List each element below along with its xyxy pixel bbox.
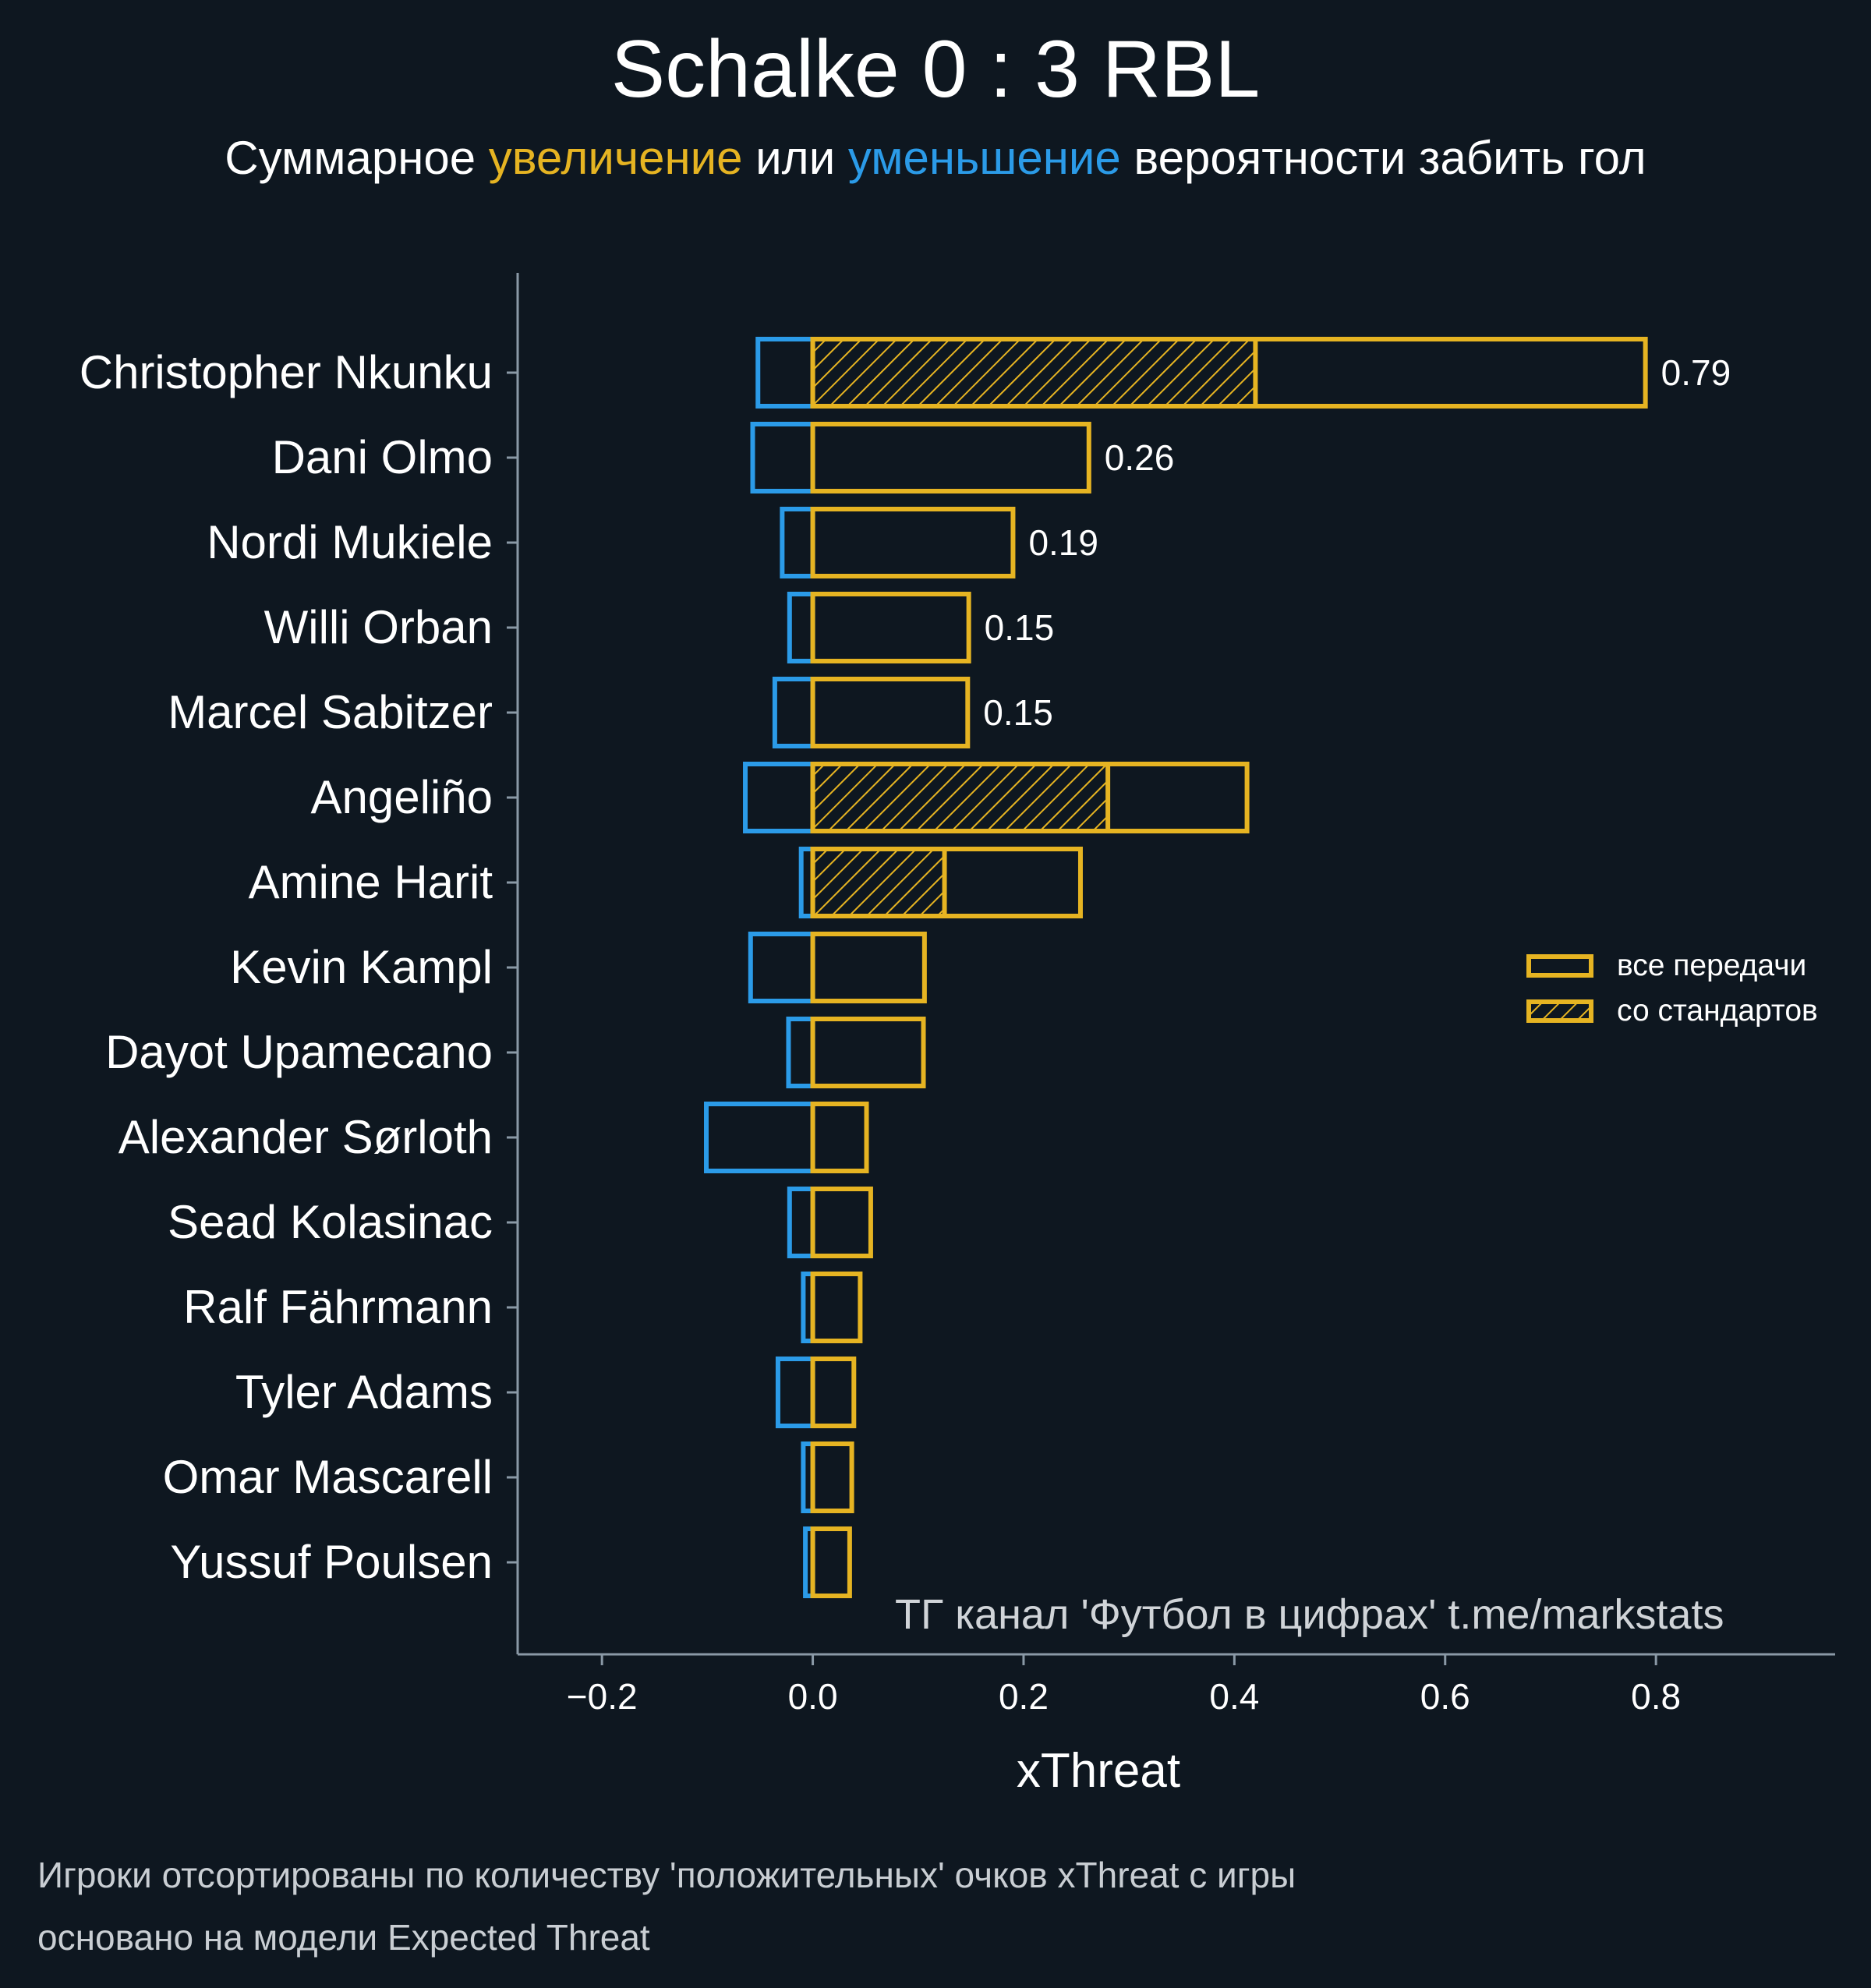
bar-all-passes bbox=[810, 932, 927, 1003]
y-tick-label: Alexander Sørloth bbox=[118, 1111, 493, 1163]
bar-all-passes bbox=[810, 507, 1016, 578]
bar-all-passes bbox=[810, 1102, 869, 1173]
chart-subtitle: Суммарное увеличение или уменьшение веро… bbox=[0, 131, 1871, 185]
y-tick-label: Yussuf Poulsen bbox=[170, 1536, 493, 1588]
bar-all-passes bbox=[810, 1441, 854, 1513]
y-tick-label: Marcel Sabitzer bbox=[168, 686, 493, 738]
subtitle-increase: увеличение bbox=[488, 132, 743, 184]
x-tick-label: 0.2 bbox=[999, 1676, 1049, 1717]
data-label: 0.26 bbox=[1105, 437, 1175, 478]
y-tick-label: Tyler Adams bbox=[235, 1366, 493, 1418]
bar-all-passes bbox=[810, 847, 1083, 918]
bar-negative bbox=[772, 677, 815, 748]
legend-label-all-passes: все передачи bbox=[1617, 949, 1807, 982]
y-tick-label: Sead Kolasinac bbox=[168, 1196, 493, 1248]
legend-entry-set-pieces: со стандартов bbox=[1526, 989, 1818, 1034]
footnote-model: основано на модели Expected Threat bbox=[37, 1917, 650, 1958]
watermark: ТГ канал 'Футбол в цифрах' t.me/markstat… bbox=[895, 1591, 1724, 1638]
bar-all-passes bbox=[810, 422, 1091, 493]
y-tick-label: Willi Orban bbox=[264, 601, 493, 653]
y-tick-label: Dayot Upamecano bbox=[105, 1026, 493, 1078]
bar-negative bbox=[750, 422, 815, 493]
bar-all-passes bbox=[810, 1187, 873, 1258]
bar-all-passes bbox=[810, 1017, 926, 1088]
bar-negative bbox=[743, 762, 815, 833]
y-tick-label: Ralf Fährmann bbox=[183, 1281, 493, 1333]
legend-label-set-pieces: со стандартов bbox=[1617, 994, 1818, 1028]
x-tick-label: 0.4 bbox=[1209, 1676, 1259, 1717]
bar-all-passes bbox=[810, 1272, 863, 1343]
bar-negative bbox=[787, 1187, 815, 1258]
subtitle-decrease: уменьшение bbox=[847, 132, 1121, 184]
bar-negative bbox=[780, 507, 815, 578]
y-tick-label: Christopher Nkunku bbox=[80, 346, 493, 398]
x-tick-label: 0.0 bbox=[788, 1676, 838, 1717]
data-label: 0.15 bbox=[983, 692, 1053, 733]
y-tick-label: Kevin Kampl bbox=[230, 941, 493, 993]
legend-swatch-all-passes bbox=[1526, 954, 1593, 978]
bar-negative bbox=[775, 1357, 815, 1428]
chart-title: Schalke 0 : 3 RBL bbox=[610, 24, 1261, 115]
footnote-sorting: Игроки отсортированы по количеству 'поло… bbox=[37, 1855, 1296, 1895]
bar-negative bbox=[786, 1017, 815, 1088]
subtitle-part2: или bbox=[742, 132, 848, 184]
legend-swatch-set-pieces bbox=[1526, 999, 1593, 1023]
y-tick-label: Nordi Mukiele bbox=[207, 516, 493, 568]
legend: все передачи со стандартов bbox=[1526, 943, 1818, 1034]
subtitle-part3: вероятности забить гол bbox=[1120, 132, 1646, 184]
bar-set-pieces bbox=[810, 762, 1111, 833]
data-label: 0.19 bbox=[1028, 522, 1098, 563]
bar-all-passes bbox=[810, 337, 1648, 409]
bar-negative bbox=[755, 337, 815, 409]
bar-all-passes bbox=[810, 1357, 857, 1428]
data-label: 0.79 bbox=[1661, 352, 1731, 393]
y-tick-label: Amine Harit bbox=[249, 856, 493, 908]
y-tick-label: Angeliño bbox=[310, 771, 493, 823]
legend-entry-all-passes: все передачи bbox=[1526, 943, 1818, 989]
bar-negative bbox=[787, 592, 815, 663]
x-tick-label: 0.8 bbox=[1631, 1676, 1681, 1717]
bar-all-passes bbox=[810, 1526, 852, 1598]
subtitle-part1: Суммарное bbox=[225, 132, 489, 184]
bar-all-passes bbox=[810, 677, 971, 748]
bar-set-pieces bbox=[810, 847, 947, 918]
bar-negative bbox=[748, 932, 815, 1003]
bar-negative bbox=[704, 1102, 815, 1173]
x-tick-label: −0.2 bbox=[567, 1676, 638, 1717]
bar-set-pieces bbox=[810, 337, 1258, 409]
x-axis-label: xThreat bbox=[1017, 1744, 1180, 1798]
y-tick-label: Dani Olmo bbox=[272, 431, 493, 483]
data-label: 0.15 bbox=[985, 607, 1055, 648]
y-tick-label: Omar Mascarell bbox=[163, 1451, 493, 1503]
bar-all-passes bbox=[810, 762, 1250, 833]
x-tick-label: 0.6 bbox=[1420, 1676, 1470, 1717]
bar-all-passes bbox=[810, 592, 971, 663]
